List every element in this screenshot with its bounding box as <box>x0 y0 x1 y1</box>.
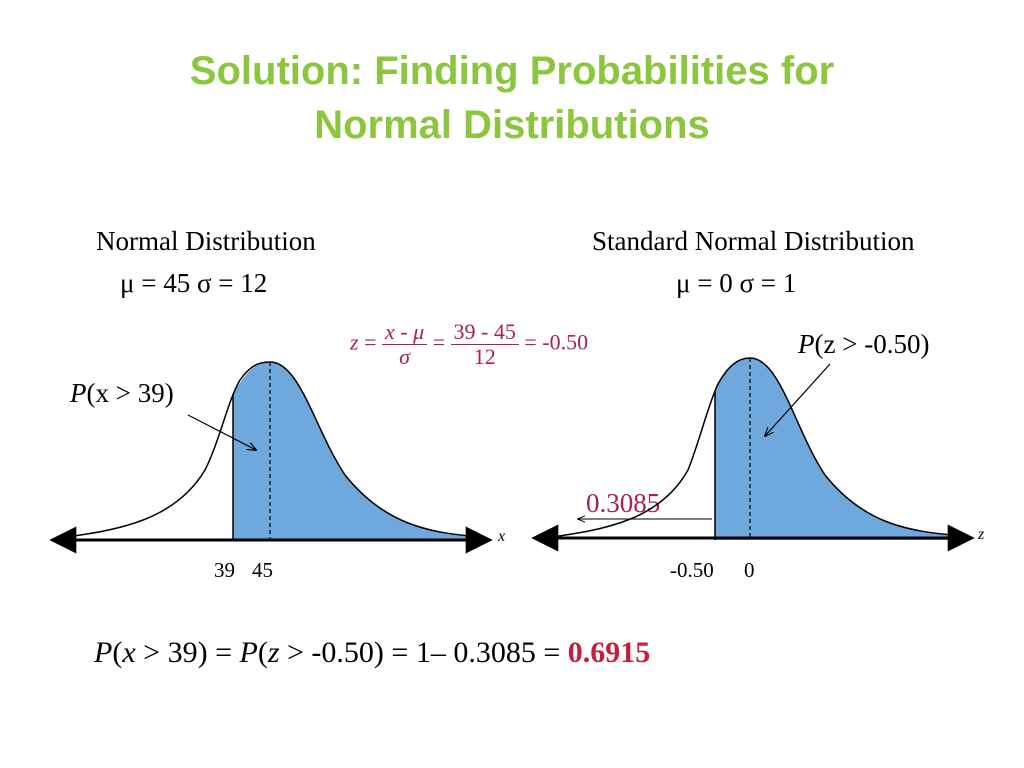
right-heading: Standard Normal Distribution <box>592 226 915 256</box>
formula-eq-2: = <box>432 329 446 355</box>
final-equation: P(x > 39) = P(z > -0.50) = 1– 0.3085 = 0… <box>94 636 651 669</box>
formula-den-2: 12 <box>473 344 496 369</box>
right-params: μ = 0 σ = 1 <box>676 268 797 298</box>
left-prob-label: P(x > 39) <box>70 378 174 408</box>
left-axis-var: x <box>498 528 506 545</box>
slide-title: Solution: Finding Probabilities for Norm… <box>0 44 1024 152</box>
left-pointer-arrow <box>187 414 256 450</box>
formula-den-1: σ <box>399 344 410 369</box>
formula-fraction-1: x - μ σ <box>381 320 428 369</box>
formula-eq-1: = <box>364 329 377 355</box>
formula-num-1: x - μ <box>381 320 428 345</box>
left-params: μ = 45 σ = 12 <box>120 268 268 298</box>
tick-39: 39 <box>214 558 235 582</box>
z-formula: z = x - μ σ = 39 - 45 12 = -0.50 <box>350 320 588 369</box>
tick-neg-0-50: -0.50 <box>670 558 714 582</box>
right-prob-label: P(z > -0.50) <box>798 329 930 359</box>
right-axis-var: z <box>978 526 985 543</box>
right-shaded-area <box>715 358 965 540</box>
formula-num-2: 39 - 45 <box>450 320 519 345</box>
left-tail-area: 0.3085 <box>586 488 661 518</box>
left-bell-curve <box>59 361 471 539</box>
tick-0: 0 <box>744 558 755 582</box>
title-line-1: Solution: Finding Probabilities for <box>189 49 835 93</box>
formula-fraction-2: 39 - 45 12 <box>450 320 519 369</box>
right-pointer-arrow <box>765 363 831 436</box>
title-line-2: Normal Distributions <box>314 103 710 147</box>
right-bell-curve <box>544 357 966 539</box>
formula-result: = -0.50 <box>524 329 589 355</box>
left-shaded-area <box>233 362 470 540</box>
final-answer: 0.6915 <box>567 636 651 669</box>
tick-45: 45 <box>252 558 273 582</box>
formula-z: z <box>350 329 359 355</box>
left-heading: Normal Distribution <box>96 226 316 256</box>
